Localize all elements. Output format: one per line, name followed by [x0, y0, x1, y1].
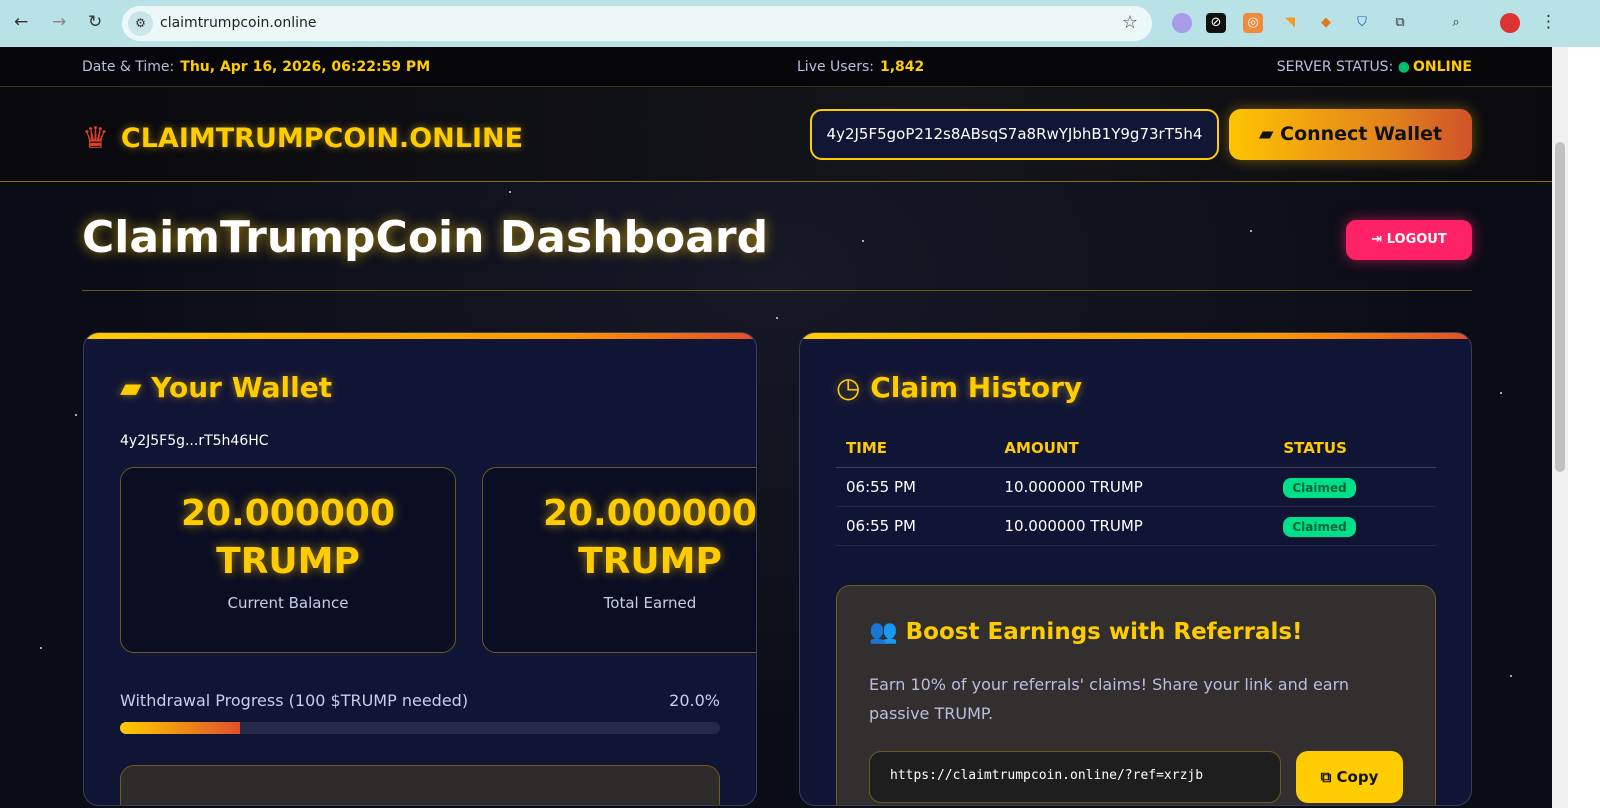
status-strip: Date & Time: Thu, Apr 16, 2026, 06:22:59 … [0, 47, 1552, 87]
table-row: 06:55 PM 10.000000 TRUMP Claimed [836, 506, 1436, 546]
column-header: TIME [836, 429, 995, 468]
status-badge: Claimed [1283, 478, 1356, 498]
divider [82, 290, 1472, 291]
table-row: 06:55 PM 10.000000 TRUMP Claimed [836, 467, 1436, 507]
wallet-card: ▰ Your Wallet 4y2J5F5g...rT5h46HC 20.000… [83, 332, 757, 806]
menu-icon[interactable]: ⋮ [1540, 12, 1557, 32]
current-balance-value: 20.000000 TRUMP [180, 493, 396, 582]
bookmark-star-icon[interactable]: ☆ [1121, 12, 1138, 33]
page-title: ClaimTrumpCoin Dashboard [82, 212, 769, 263]
current-balance-label: Current Balance [227, 594, 349, 612]
crown-icon: ♛ [82, 121, 109, 156]
server-status: SERVER STATUS: ● ONLINE [1276, 59, 1472, 75]
site-info-icon[interactable]: ⚙ [128, 11, 153, 36]
extension-icon[interactable]: ◎ [1243, 13, 1263, 33]
extension-ghost-icon[interactable] [1172, 13, 1192, 33]
referral-link-input[interactable]: https://claimtrumpcoin.online/?ref=xrzjb [869, 751, 1281, 803]
extensions-puzzle-icon[interactable]: ⧉ [1395, 15, 1405, 30]
logout-icon: ⇥ [1371, 232, 1383, 247]
claim-history-card: ◷ Claim History TIME AMOUNT STATUS 06:55… [799, 332, 1472, 806]
withdrawal-progress-bar [120, 722, 720, 734]
logo[interactable]: ♛ CLAIMTRUMPCOIN.ONLINE [82, 121, 524, 156]
total-earned-label: Total Earned [603, 594, 697, 612]
wallet-title: ▰ Your Wallet [120, 371, 333, 404]
tab-search-icon[interactable]: ⌕ [1452, 15, 1460, 30]
claim-history-title: ◷ Claim History [836, 371, 1083, 404]
scrollbar-thumb [1555, 142, 1565, 472]
connect-wallet-button[interactable]: ▰ Connect Wallet [1229, 109, 1472, 160]
wallet-address-input[interactable]: 4y2J5F5goP212s8ABsqS7a8RwYJbhB1Y9g73rT5h… [810, 109, 1219, 160]
live-users: Live Users: 1,842 [797, 59, 925, 75]
url-text: claimtrumpcoin.online [160, 15, 317, 31]
current-balance-box: 20.000000 TRUMP Current Balance [120, 467, 456, 653]
datetime: Date & Time: Thu, Apr 16, 2026, 06:22:59 … [82, 59, 431, 75]
referral-title: 👥 Boost Earnings with Referrals! [869, 619, 1303, 645]
wallet-icon: ▰ [120, 371, 142, 404]
total-earned-value: 20.000000 TRUMP [542, 493, 757, 582]
logout-button[interactable]: ⇥ LOGOUT [1346, 220, 1472, 260]
address-bar[interactable]: ⚙ claimtrumpcoin.online ☆ [122, 6, 1152, 41]
users-icon: 👥 [869, 619, 898, 645]
progress-fill [120, 722, 240, 734]
withdrawal-progress-label: Withdrawal Progress (100 $TRUMP needed) 2… [120, 691, 720, 710]
wallet-icon: ▰ [1258, 123, 1274, 145]
forward-icon[interactable]: → [52, 12, 67, 32]
extension-icon[interactable]: ⊘ [1206, 13, 1226, 33]
copy-icon: ⧉ [1320, 768, 1332, 786]
reload-icon[interactable]: ↻ [88, 12, 103, 32]
referral-text: Earn 10% of your referrals' claims! Shar… [869, 675, 1350, 723]
wallet-address: 4y2J5F5g...rT5h46HC [120, 433, 269, 449]
rss-icon[interactable]: ◥ [1285, 15, 1295, 30]
shield-icon[interactable]: ⛉ [1357, 15, 1367, 30]
column-header: AMOUNT [994, 429, 1274, 468]
claim-history-table: TIME AMOUNT STATUS 06:55 PM 10.000000 TRU… [836, 429, 1436, 546]
browser-toolbar: ← → ↻ ⚙ claimtrumpcoin.online ☆ ⊘ ◎ ◥ ◆ … [0, 0, 1600, 47]
status-badge: Claimed [1283, 517, 1356, 537]
back-icon[interactable]: ← [14, 12, 29, 32]
info-box [120, 765, 720, 805]
column-header: STATUS [1273, 429, 1436, 468]
metamask-icon[interactable]: ◆ [1321, 15, 1331, 30]
copy-button[interactable]: ⧉ Copy [1296, 751, 1403, 803]
total-earned-box: 20.000000 TRUMP Total Earned [482, 467, 757, 653]
profile-avatar[interactable] [1500, 13, 1520, 33]
history-icon: ◷ [836, 371, 861, 404]
referral-box: 👥 Boost Earnings with Referrals! Earn 10… [836, 585, 1436, 805]
site-header: ♛ CLAIMTRUMPCOIN.ONLINE 4y2J5F5goP212s8A… [0, 87, 1552, 182]
status-dot-icon: ● [1397, 59, 1410, 75]
scrollbar[interactable] [1552, 47, 1568, 808]
page: Date & Time: Thu, Apr 16, 2026, 06:22:59 … [0, 47, 1552, 808]
